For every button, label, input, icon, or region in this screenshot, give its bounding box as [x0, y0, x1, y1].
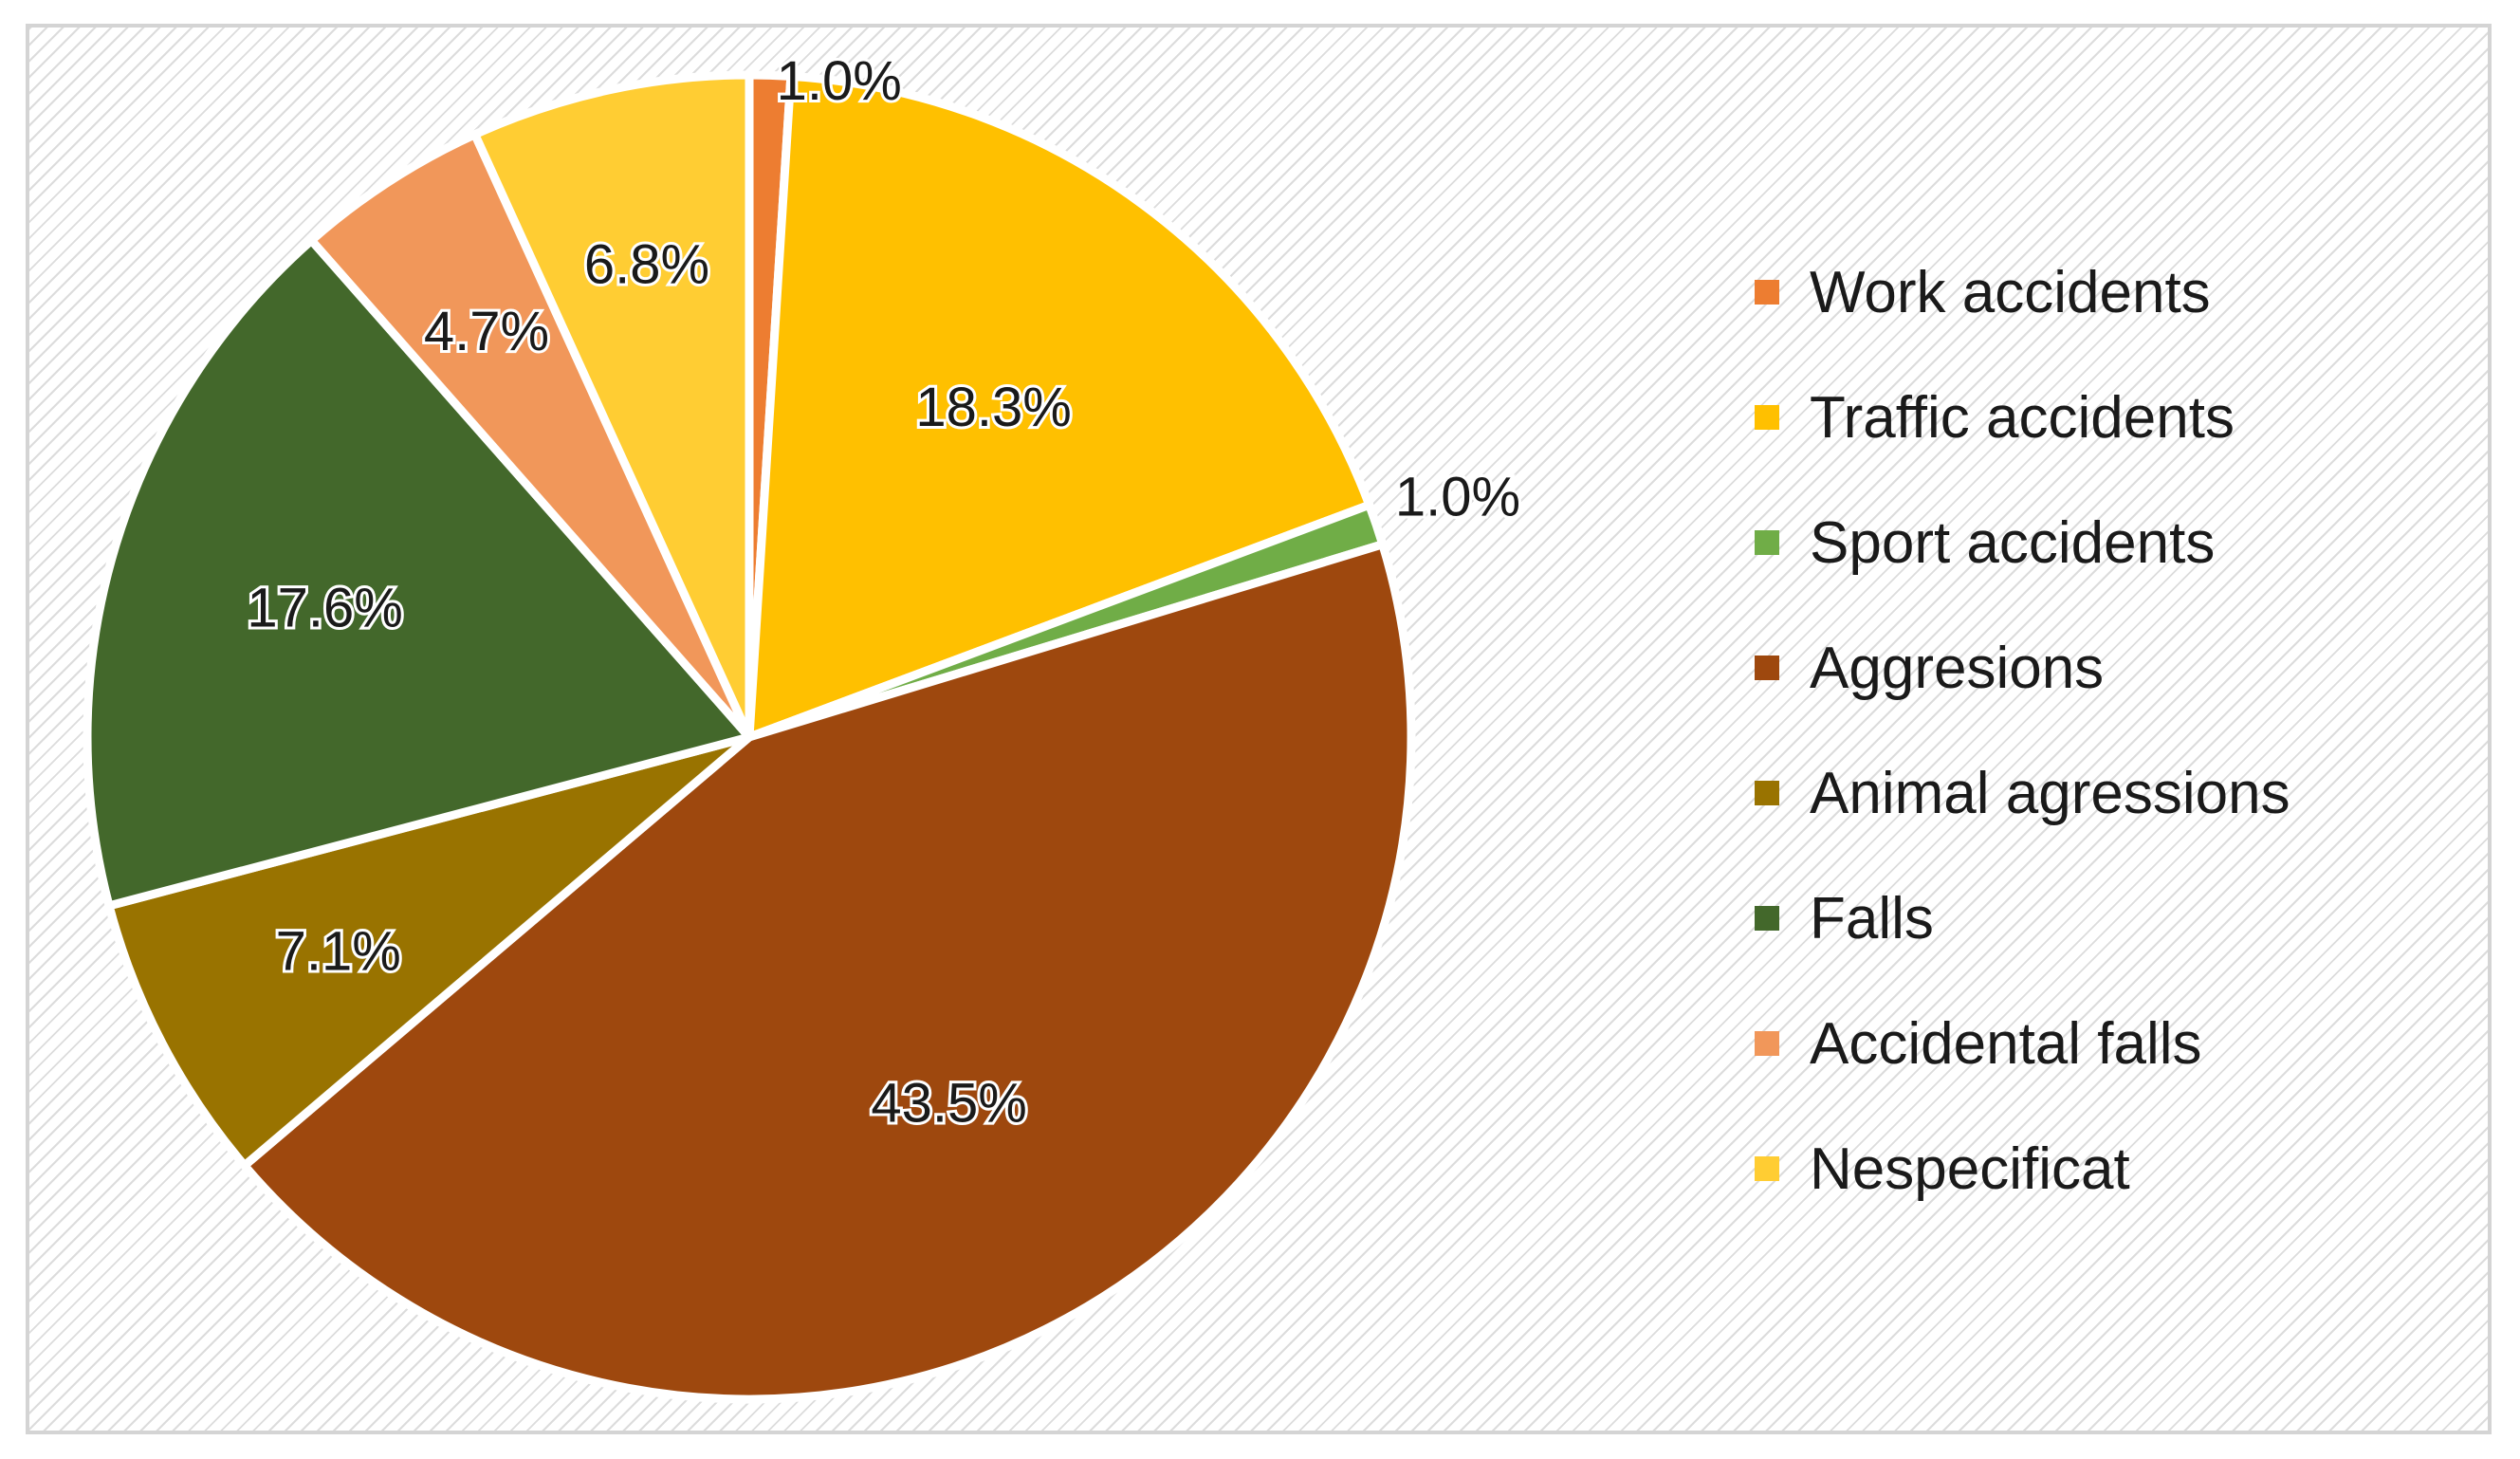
data-label-sport-accidents: 1.0%	[1395, 466, 1520, 527]
legend-swatch	[1755, 906, 1779, 931]
legend-label: Accidental falls	[1810, 1010, 2202, 1077]
legend-label: Nespecificat	[1810, 1136, 2130, 1202]
data-label-falls: 17.6%	[247, 577, 402, 638]
data-label-nespecificat: 6.8%	[584, 234, 709, 296]
legend-item-accidental-falls: Accidental falls	[1755, 1006, 2475, 1081]
legend-item-work-accidents: Work accidents	[1755, 254, 2475, 330]
legend-label: Animal agressions	[1810, 760, 2290, 826]
legend-item-sport-accidents: Sport accidents	[1755, 505, 2475, 581]
pie-data-labels: 1.0% 18.3% 1.0% 43.5% 7.1% 17.6% 4.7% 6.8%	[244, 47, 1523, 1137]
legend-item-animal-agressions: Animal agressions	[1755, 755, 2475, 831]
legend-swatch	[1755, 405, 1779, 430]
data-label-accidental-falls: 4.7%	[424, 301, 549, 362]
data-label-work-accidents: 1.0%	[777, 50, 902, 112]
legend-swatch	[1755, 280, 1779, 305]
legend-item-traffic-accidents: Traffic accidents	[1755, 379, 2475, 455]
pie-slice-nespecificat	[470, 70, 754, 742]
legend-swatch	[1755, 530, 1779, 555]
legend-swatch	[1755, 1156, 1779, 1181]
legend-item-falls: Falls	[1755, 880, 2475, 956]
pie-slice-falls	[83, 235, 754, 911]
legend-swatch	[1755, 781, 1779, 805]
legend-item-aggresions: Aggresions	[1755, 630, 2475, 706]
pie-slice-aggresions	[240, 540, 1416, 1404]
legend-label: Sport accidents	[1810, 509, 2216, 576]
legend-swatch	[1755, 1031, 1779, 1056]
pie-slice-traffic-accidents	[745, 71, 1374, 742]
pie-slices	[83, 70, 1416, 1404]
legend-label: Traffic accidents	[1810, 384, 2235, 451]
data-label-aggresions: 43.5%	[871, 1073, 1026, 1135]
legend-item-nespecificat: Nespecificat	[1755, 1131, 2475, 1207]
legend-label: Work accidents	[1810, 259, 2211, 325]
pie-slice-animal-agressions	[104, 732, 754, 1171]
pie-slice-accidental-falls	[306, 130, 754, 742]
data-label-traffic-accidents: 18.3%	[915, 377, 1071, 438]
legend-label: Aggresions	[1810, 635, 2105, 701]
legend-swatch	[1755, 656, 1779, 680]
legend-label: Falls	[1810, 885, 1934, 951]
data-label-animal-agressions: 7.1%	[276, 920, 401, 982]
